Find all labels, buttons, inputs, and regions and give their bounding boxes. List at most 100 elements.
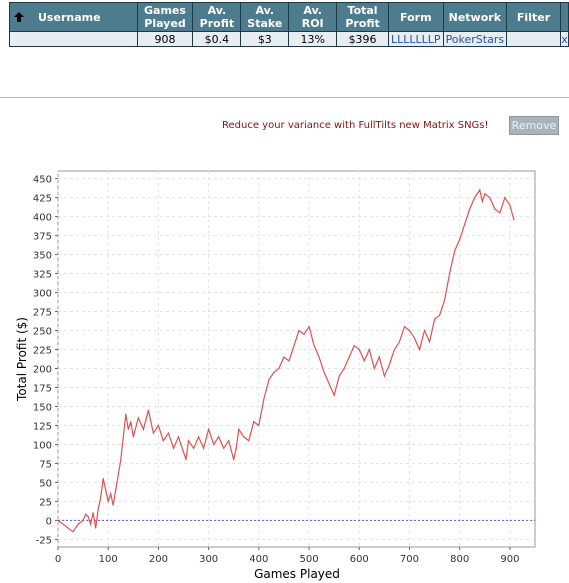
data-point [278, 367, 280, 370]
x-tick-label: 400 [249, 554, 268, 565]
y-tick-label: 450 [33, 175, 52, 186]
data-point [499, 212, 501, 214]
data-point [449, 272, 451, 275]
data-point [87, 516, 89, 518]
data-point [182, 451, 185, 453]
stats-table: Username Games Played Av. Profit Av. Sta… [9, 2, 569, 47]
table-row: 908 $0.4 $3 13% $396 LLLLLLLP PokerStars… [9, 31, 569, 47]
data-point [198, 436, 200, 438]
data-point [203, 447, 205, 449]
y-tick-label: -25 [36, 535, 52, 546]
data-point [235, 447, 237, 449]
data-point [454, 250, 456, 252]
data-point [233, 459, 235, 461]
column-username[interactable]: Username [9, 2, 138, 32]
data-point [57, 519, 59, 521]
x-tick-label: 900 [500, 554, 519, 565]
data-point [157, 424, 159, 427]
data-point [120, 459, 122, 461]
data-point [403, 326, 406, 328]
cell-av-roi: 13% [288, 31, 338, 47]
data-point [393, 348, 395, 351]
data-point [444, 299, 446, 301]
data-point [288, 360, 290, 362]
data-point [469, 208, 471, 210]
data-point [167, 432, 170, 434]
x-tick-label: 300 [199, 554, 218, 565]
data-point [293, 345, 295, 347]
data-point [343, 367, 345, 370]
cell-total-profit: $396 [336, 31, 390, 47]
x-tick-label: 500 [300, 554, 319, 565]
data-point [213, 443, 215, 446]
y-tick-label: 175 [33, 383, 52, 394]
data-point [105, 489, 107, 491]
data-point [62, 523, 64, 525]
sort-up-arrow-icon[interactable] [14, 11, 24, 22]
data-point [348, 356, 350, 358]
data-point [378, 356, 380, 358]
data-point [187, 440, 190, 442]
data-point [494, 208, 496, 210]
data-point [67, 527, 69, 529]
column-games-played[interactable]: Games Played [136, 2, 194, 32]
column-form[interactable]: Form [388, 2, 444, 32]
data-point [117, 474, 119, 476]
y-tick-label: 325 [33, 270, 52, 281]
column-filter[interactable]: Filter [506, 2, 561, 32]
x-tick-label: 700 [400, 554, 419, 565]
data-point [298, 329, 300, 332]
y-tick-label: 375 [33, 232, 52, 243]
column-av-profit[interactable]: Av. Profit [192, 2, 242, 32]
y-tick-label: 75 [39, 459, 52, 470]
y-tick-label: 0 [46, 516, 52, 527]
remove-row-link[interactable]: x [559, 31, 569, 47]
y-tick-label: 50 [39, 478, 52, 489]
data-point [273, 371, 275, 373]
data-point [147, 409, 149, 411]
data-point [383, 375, 385, 377]
data-point [243, 436, 245, 438]
y-tick-label: 300 [33, 289, 52, 300]
cell-form: LLLLLLLP [388, 31, 444, 47]
data-point [152, 432, 154, 434]
network-link[interactable]: PokerStars [445, 32, 505, 46]
series-points [57, 189, 515, 533]
data-point [328, 383, 330, 385]
promo-text: Reduce your variance with FullTilts new … [222, 120, 489, 131]
form-link[interactable]: LLLLLLLP [391, 32, 441, 46]
data-point [72, 531, 74, 533]
y-tick-label: 100 [33, 440, 52, 451]
data-point [107, 500, 109, 502]
data-point [122, 436, 124, 438]
x-tick-label: 800 [450, 554, 469, 565]
column-av-stake[interactable]: Av. Stake [240, 2, 290, 32]
cell-username [9, 31, 138, 47]
data-point [115, 489, 117, 491]
remove-button[interactable]: Remove [509, 116, 559, 135]
y-tick-label: 275 [33, 308, 52, 319]
data-point [258, 424, 260, 427]
data-point [489, 197, 491, 199]
column-total-profit[interactable]: Total Profit [336, 2, 390, 32]
data-point [82, 519, 84, 521]
data-point [228, 440, 230, 442]
column-av-roi[interactable]: Av. ROI [288, 2, 338, 32]
data-point [172, 447, 175, 449]
x-axis-ticks: 0 100 200 300 400 500 600 700 800 900 [55, 547, 519, 565]
plot-area [57, 170, 536, 548]
y-tick-label: 425 [33, 194, 52, 205]
data-point [303, 333, 305, 335]
y-tick-label: 125 [33, 421, 52, 432]
data-point [363, 360, 365, 362]
data-point [92, 512, 94, 514]
column-network[interactable]: Network [442, 2, 508, 32]
data-point [373, 367, 375, 370]
x-tick-label: 100 [99, 554, 118, 565]
x-axis-label: Games Played [254, 567, 340, 581]
data-point [313, 345, 315, 347]
data-point [95, 527, 97, 529]
data-point [193, 447, 195, 449]
data-point [218, 436, 220, 438]
x-tick-label: 600 [350, 554, 369, 565]
